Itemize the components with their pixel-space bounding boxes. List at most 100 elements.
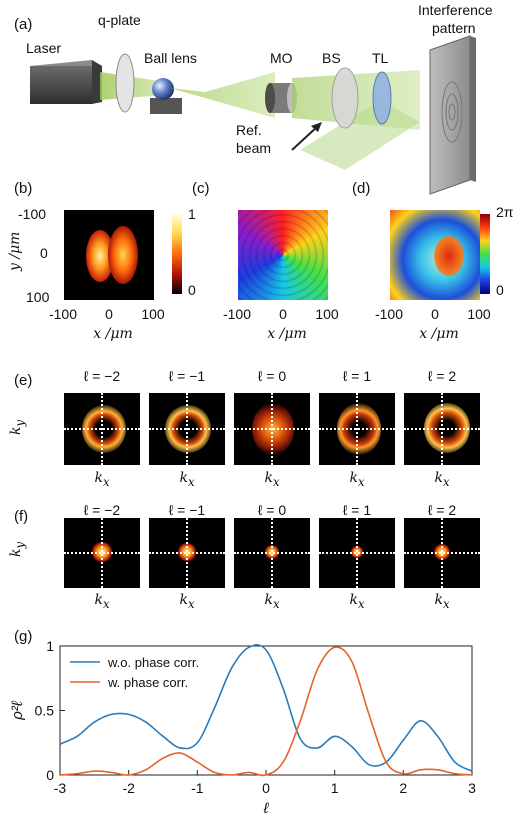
- panel-e-title-2: ℓ = −1: [168, 368, 206, 384]
- panel-b-ytick-1: -100: [18, 206, 47, 222]
- panel-a-label: (a): [14, 16, 33, 33]
- spectrum-f-4: [319, 518, 395, 588]
- panel-b-xlabel: x /μm: [93, 326, 133, 342]
- x-tick-label: 1: [331, 780, 339, 796]
- line-chart: -3 -2 -1 0 1 2 3 0 0.5 1 ℓ ρ²ℓ w.o. phase corr. w. ph…: [9, 638, 476, 817]
- ref-beam-label-1: Ref.: [236, 122, 262, 138]
- reference-beam: [300, 100, 420, 170]
- mo-label: MO: [270, 50, 293, 66]
- intensity-cbar-top: 1: [188, 206, 196, 222]
- ref-beam-arrow: [291, 125, 319, 151]
- laser-label: Laser: [26, 40, 62, 56]
- panel-b-ytick-3: 100: [26, 289, 50, 305]
- y-tick-label: 0: [46, 767, 54, 783]
- laser-box: [30, 60, 102, 104]
- series-line-without-correction: [59, 644, 473, 772]
- x-tick-label: 3: [468, 780, 476, 796]
- tl-label: TL: [372, 50, 389, 66]
- phase-cbar-bottom: 0: [496, 282, 504, 298]
- phase-cbar-top: 2π: [496, 204, 514, 220]
- phase-colorbar: [480, 214, 490, 294]
- intensity-map: [64, 210, 154, 300]
- panel-f-xlabel-5: kx: [434, 592, 450, 611]
- interference-label-1: Interference: [418, 2, 493, 18]
- bs-label: BS: [322, 50, 341, 66]
- panel-f-xlabel-2: kx: [179, 592, 195, 611]
- panel-b-xtick-1: -100: [48, 306, 78, 322]
- tube-lens: [372, 71, 392, 125]
- phase-map-corrected: [390, 210, 480, 300]
- interference-screen: [429, 35, 476, 195]
- ball-lens: [152, 78, 174, 100]
- x-tick-label: 0: [262, 780, 270, 796]
- panel-d-xtick-1: -100: [374, 306, 404, 322]
- panel-c-xlabel: x /μm: [267, 326, 307, 342]
- spectrum-e-2: [149, 393, 225, 465]
- panel-b-ytick-2: 0: [40, 245, 48, 261]
- panel-f-title-5: ℓ = 2: [427, 502, 457, 518]
- y-tick-label: 1: [46, 638, 54, 654]
- panel-f-title-1: ℓ = −2: [83, 502, 121, 518]
- x-tick-label: -2: [122, 780, 135, 796]
- spectrum-e-4: [319, 393, 395, 465]
- y-axis-label: ρ²ℓ: [9, 700, 26, 721]
- panel-d-xlabel: x /μm: [419, 326, 459, 342]
- panel-c-xtick-2: 0: [279, 306, 287, 322]
- panel-f-title-2: ℓ = −1: [168, 502, 206, 518]
- ref-beam-label-2: beam: [236, 140, 272, 156]
- panel-d-xtick-3: 100: [467, 306, 491, 322]
- x-tick-label: -3: [54, 780, 67, 796]
- panel-a: (a) Laser q-plate Ball lens MO BS TL Ref…: [0, 0, 520, 200]
- panel-b-xtick-2: 0: [105, 306, 113, 322]
- panel-f-title-3: ℓ = 0: [257, 502, 287, 518]
- spectrum-f-1: [64, 518, 140, 588]
- q-plate: [115, 53, 135, 113]
- intensity-colorbar: [172, 214, 182, 294]
- panel-f-ylabel: ky: [8, 541, 27, 557]
- phase-spiral-map: [238, 210, 328, 300]
- spectrum-e-1: [64, 393, 140, 465]
- diverging-beam: [170, 72, 275, 118]
- x-axis-label: ℓ: [263, 800, 270, 817]
- spectrum-e-5: [404, 393, 480, 465]
- series-line-with-correction: [59, 646, 473, 777]
- panel-e-xlabel-5: kx: [434, 470, 450, 489]
- panel-c-label: (c): [192, 180, 210, 197]
- ball-lens-mount: [150, 98, 182, 114]
- panel-c-xtick-1: -100: [222, 306, 252, 322]
- panel-e-xlabel-1: kx: [94, 470, 110, 489]
- panel-e-title-5: ℓ = 2: [427, 368, 457, 384]
- panel-e-xlabel-4: kx: [349, 470, 365, 489]
- panel-f-xlabel-1: kx: [94, 592, 110, 611]
- intensity-cbar-bottom: 0: [188, 282, 196, 298]
- panel-f-xlabel-4: kx: [349, 592, 365, 611]
- x-tick-label: 2: [399, 780, 407, 796]
- legend-label: w.o. phase corr.: [107, 655, 199, 670]
- spectrum-e-3: [234, 393, 310, 465]
- beam-splitter: [331, 67, 359, 129]
- panel-b-label: (b): [14, 180, 33, 197]
- ref-beam-arrowhead: [311, 122, 322, 132]
- panel-d-xtick-2: 0: [431, 306, 439, 322]
- panel-e-label: (e): [14, 372, 33, 389]
- spectrum-f-3: [234, 518, 310, 588]
- spectrum-f-2: [149, 518, 225, 588]
- panel-e-xlabel-3: kx: [264, 470, 280, 489]
- panel-b-ylabel: y /μm: [7, 231, 23, 271]
- panel-e-title-4: ℓ = 1: [342, 368, 372, 384]
- qplate-label: q-plate: [98, 12, 141, 28]
- legend-label: w. phase corr.: [107, 675, 188, 690]
- setup-schematic: [30, 35, 476, 195]
- panel-e-ylabel: ky: [8, 419, 27, 435]
- panel-c-xtick-3: 100: [315, 306, 339, 322]
- panel-e-title-1: ℓ = −2: [83, 368, 121, 384]
- panel-g-label: (g): [14, 628, 33, 645]
- spectrum-f-5: [404, 518, 480, 588]
- panel-d-label: (d): [352, 180, 371, 197]
- panel-f-label: (f): [14, 508, 29, 525]
- panel-e-title-3: ℓ = 0: [257, 368, 287, 384]
- interference-label-2: pattern: [432, 20, 476, 36]
- panel-f-title-4: ℓ = 1: [342, 502, 372, 518]
- panel-e-xlabel-2: kx: [179, 470, 195, 489]
- y-tick-label: 0.5: [35, 703, 55, 719]
